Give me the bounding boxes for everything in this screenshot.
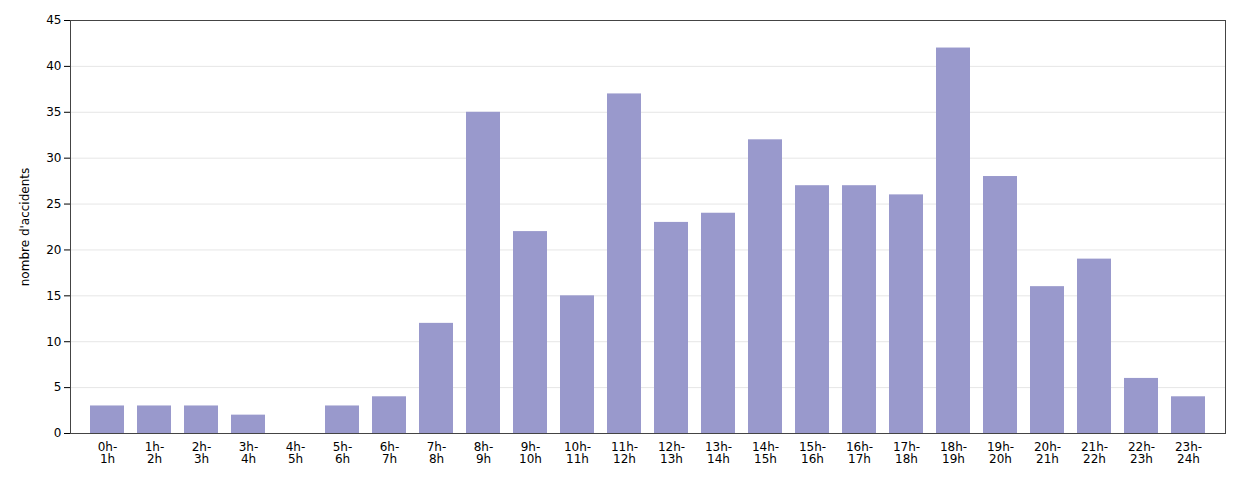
svg-text:8h-9h: 8h-9h: [474, 440, 494, 466]
svg-text:15: 15: [46, 289, 61, 303]
svg-text:35: 35: [46, 105, 61, 119]
svg-text:7h-8h: 7h-8h: [427, 440, 447, 466]
svg-text:10h-11h: 10h-11h: [564, 440, 591, 466]
svg-text:9h-10h: 9h-10h: [519, 440, 542, 466]
svg-text:17h-18h: 17h-18h: [893, 440, 920, 466]
svg-text:5h-6h: 5h-6h: [333, 440, 353, 466]
svg-text:15h-16h: 15h-16h: [799, 440, 826, 466]
svg-text:4h-5h: 4h-5h: [286, 440, 306, 466]
svg-text:14h-15h: 14h-15h: [752, 440, 779, 466]
svg-text:nombre d'accidents: nombre d'accidents: [18, 168, 32, 286]
svg-text:6h-7h: 6h-7h: [380, 440, 400, 466]
svg-text:2h-3h: 2h-3h: [192, 440, 212, 466]
svg-text:1h-2h: 1h-2h: [145, 440, 165, 466]
svg-text:19h-20h: 19h-20h: [987, 440, 1014, 466]
svg-text:0h-1h: 0h-1h: [98, 440, 118, 466]
svg-text:23h-24h: 23h-24h: [1175, 440, 1202, 466]
svg-text:10: 10: [46, 335, 61, 349]
svg-text:0: 0: [54, 426, 62, 440]
svg-text:13h-14h: 13h-14h: [705, 440, 732, 466]
svg-text:45: 45: [46, 13, 61, 27]
svg-text:21h-22h: 21h-22h: [1081, 440, 1108, 466]
svg-text:11h-12h: 11h-12h: [611, 440, 638, 466]
svg-text:16h-17h: 16h-17h: [846, 440, 873, 466]
svg-text:25: 25: [46, 197, 61, 211]
svg-text:20: 20: [46, 243, 61, 257]
svg-text:5: 5: [54, 380, 62, 394]
svg-text:22h-23h: 22h-23h: [1128, 440, 1155, 466]
svg-text:20h-21h: 20h-21h: [1034, 440, 1061, 466]
svg-text:40: 40: [46, 59, 61, 73]
svg-text:12h-13h: 12h-13h: [658, 440, 685, 466]
svg-text:30: 30: [46, 151, 61, 165]
svg-text:3h-4h: 3h-4h: [239, 440, 259, 466]
svg-text:18h-19h: 18h-19h: [940, 440, 967, 466]
